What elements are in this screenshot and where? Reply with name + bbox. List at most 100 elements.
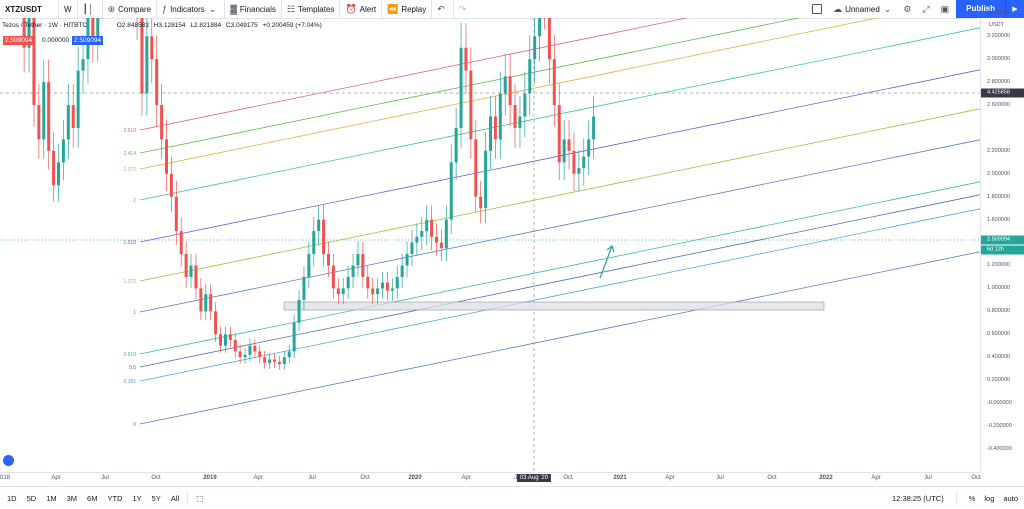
price-tick-label: -0.400000: [987, 445, 1012, 452]
chart-canvas[interactable]: 0 0.382 0.5 0.618 1 1.272 1.618 2 2.272 2.414 2.61…: [0, 18, 980, 472]
time-tick-label: Jul: [308, 475, 316, 481]
candle-body: [533, 36, 537, 60]
candle-body: [47, 82, 51, 151]
candle-body: [484, 150, 488, 209]
candle-body: [351, 265, 355, 277]
last-price-tag: 2.509094: [981, 235, 1024, 245]
range-1y[interactable]: 1Y: [132, 493, 142, 503]
divider: [187, 492, 189, 504]
replay-label: Replay: [401, 4, 427, 14]
price-tick-label: 0.400000: [987, 354, 1010, 361]
range-1d[interactable]: 1D: [7, 493, 17, 503]
price-axis[interactable]: USDT 5.4000005.2000005.0000004.8000004.6…: [980, 10, 1024, 472]
candle-body: [444, 219, 448, 249]
compare-button[interactable]: ⊕ Compare: [103, 0, 158, 18]
time-tick-label: Jul: [716, 475, 724, 481]
candle-body: [292, 322, 296, 352]
candle-body: [346, 276, 350, 289]
publish-button[interactable]: Publish: [956, 0, 1005, 18]
time-tick-label: Oct: [360, 475, 370, 481]
fib-level-label: 2.272: [123, 167, 136, 173]
candle-body: [381, 282, 384, 289]
candle-body: [243, 354, 247, 358]
play-button[interactable]: ▶: [1005, 0, 1024, 18]
tradingview-logo-icon[interactable]: [3, 455, 14, 466]
candle-body: [327, 254, 330, 266]
candle-body: [366, 276, 370, 289]
goto-date-button[interactable]: ⬚: [191, 494, 208, 503]
candle-body: [317, 219, 321, 232]
rewind-icon: ⏪: [387, 3, 399, 14]
candle-body: [479, 196, 483, 209]
fib-line-1: [139, 139, 980, 313]
price-tick-label: 3.400000: [987, 10, 1010, 17]
layout-button[interactable]: ☁ Unnamed ⌄: [828, 0, 899, 18]
range-5d[interactable]: 5D: [26, 493, 37, 503]
fib-level-label: 1.618: [123, 240, 136, 246]
chart-style-button[interactable]: ┃│: [78, 0, 103, 18]
candle-body: [81, 59, 85, 71]
candle-body: [371, 288, 375, 295]
candle-body: [209, 294, 213, 312]
sell-price-badge[interactable]: 2.509094: [3, 36, 35, 45]
plus-circle-icon: ⊕: [107, 3, 116, 14]
candle-body: [454, 127, 458, 163]
time-tick-label: Oct: [151, 475, 161, 481]
legend-low: L2.821884: [190, 22, 222, 29]
candle-body: [312, 231, 316, 255]
fib-line-0: [139, 251, 980, 425]
play-icon: ▶: [1012, 6, 1018, 13]
range-1m[interactable]: 1M: [46, 493, 57, 503]
clock[interactable]: 12:38:25 (UTC): [892, 493, 944, 503]
legend-title[interactable]: Tezos / Tether · 1W · HITBTC: [2, 22, 88, 29]
time-tick-label: Apr: [665, 475, 675, 481]
layout-name: Unnamed: [845, 4, 880, 14]
legend-change: +0.200459 (+7.04%): [262, 22, 322, 29]
candle-body: [91, 18, 95, 37]
range-ytd[interactable]: YTD: [107, 493, 123, 503]
fib-line-2.272: [139, 18, 879, 170]
toolbar-right: ☁ Unnamed ⌄ ⚙ ⤢ ▣ Publish ▶: [806, 0, 1024, 18]
templates-label: Templates: [297, 4, 335, 14]
indicators-icon: ƒ: [162, 4, 168, 14]
symbol-name: XTZUSDT: [5, 4, 42, 14]
candle-body: [160, 105, 164, 140]
buy-price-badge[interactable]: 2.509094: [72, 36, 104, 45]
percent-toggle[interactable]: %: [968, 493, 976, 503]
indicators-button[interactable]: ƒ Indicators ⌄: [157, 0, 226, 18]
fib-level-label: 2.618: [123, 128, 136, 134]
alert-button[interactable]: ⏰ Alert: [340, 0, 383, 18]
time-tick-label: Apr: [253, 475, 263, 481]
support-zone-rect: [283, 301, 825, 311]
time-tick-label: Jul: [101, 475, 109, 481]
range-5y[interactable]: 5Y: [151, 493, 161, 503]
range-3m[interactable]: 3M: [66, 493, 78, 503]
candle-body: [459, 47, 463, 128]
candle-body: [508, 76, 512, 106]
fullscreen-button[interactable]: ⤢: [918, 0, 936, 18]
chart-pane[interactable]: 0 0.382 0.5 0.618 1 1.272 1.618 2 2.272 2.414 2.61…: [0, 18, 980, 472]
crosshair-price-tag: 4.425858: [981, 88, 1024, 98]
candle-body: [390, 288, 394, 291]
candle-body: [76, 70, 80, 128]
redo-button[interactable]: ↷: [454, 0, 475, 18]
settings-button[interactable]: ⚙: [899, 0, 918, 18]
time-axis[interactable]: 018 Apr Jul Oct 2019 Apr Jul Oct 2020 Apr Jul Oct 20…: [0, 472, 981, 487]
replay-button[interactable]: ⏪ Replay: [382, 0, 433, 18]
financials-button[interactable]: ▓ Financials: [225, 0, 282, 18]
templates-button[interactable]: ☷ Templates: [282, 0, 341, 18]
undo-button[interactable]: ↶: [432, 0, 454, 18]
symbol-search[interactable]: XTZUSDT: [0, 0, 59, 18]
price-tick-label: 1.200000: [987, 262, 1010, 269]
interval-button[interactable]: W: [59, 0, 78, 18]
screenshot-button[interactable]: ▣: [937, 0, 957, 18]
select-checkbox[interactable]: [812, 4, 823, 14]
indicators-label: Indicators: [170, 4, 205, 14]
range-6m[interactable]: 6M: [87, 493, 98, 503]
price-tick-label: 3.000000: [987, 56, 1010, 63]
auto-toggle[interactable]: auto: [1003, 493, 1018, 503]
range-all[interactable]: All: [170, 493, 180, 503]
candle-body: [71, 105, 75, 128]
log-toggle[interactable]: log: [984, 493, 995, 503]
candle-body: [57, 162, 60, 186]
